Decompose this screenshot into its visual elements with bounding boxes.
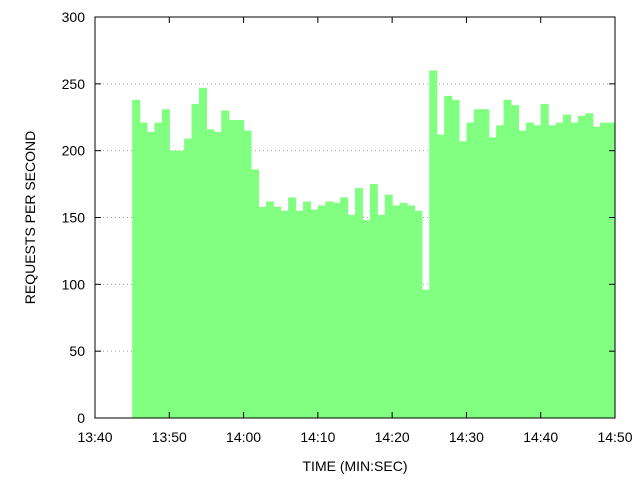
bar [399, 202, 408, 418]
bar [265, 201, 274, 418]
bar [347, 214, 356, 418]
bar [228, 119, 237, 418]
x-tick-label: 13:50 [152, 429, 187, 445]
y-tick-label: 0 [77, 410, 85, 426]
bar [473, 109, 482, 418]
bar [295, 210, 304, 418]
x-axis-title: TIME (MIN:SEC) [303, 458, 408, 474]
bar [503, 99, 512, 418]
y-tick-label: 150 [62, 210, 86, 226]
x-tick-label: 14:30 [449, 429, 484, 445]
bar [377, 214, 386, 418]
bar [414, 210, 423, 418]
bar [325, 201, 334, 418]
x-axis-ticks: 13:40 13:50 14:00 14:10 14:20 14:30 14:40 14:50 [77, 17, 633, 445]
bar [421, 289, 430, 418]
bar [392, 205, 401, 418]
bar [154, 122, 163, 418]
bar [444, 95, 453, 418]
bar [540, 103, 549, 418]
bar [332, 202, 341, 418]
y-tick-label: 200 [62, 143, 86, 159]
y-axis-title: REQUESTS PER SECOND [22, 131, 38, 304]
y-axis-ticks: 0 50 100 150 200 250 300 [62, 9, 615, 426]
bar [496, 125, 505, 419]
bars [132, 70, 616, 419]
bar [169, 150, 178, 418]
bar [384, 194, 393, 418]
bar [488, 137, 497, 419]
bar [251, 169, 260, 418]
bar [206, 129, 215, 418]
bar [161, 109, 170, 418]
bar [236, 119, 245, 418]
x-tick-label: 14:50 [597, 429, 632, 445]
bar [577, 115, 586, 418]
bar [563, 114, 572, 419]
bar [184, 138, 193, 419]
bar [221, 110, 230, 419]
bar [191, 103, 200, 418]
bar [132, 99, 141, 418]
bar [459, 141, 468, 418]
bar [355, 188, 364, 418]
bar [213, 131, 222, 418]
y-tick-label: 250 [62, 76, 86, 92]
bar [555, 122, 564, 418]
bar [481, 109, 490, 418]
bar [592, 126, 601, 419]
bar [362, 220, 371, 418]
bar [258, 206, 267, 418]
bar [176, 150, 185, 418]
y-tick-label: 50 [69, 343, 85, 359]
bar [436, 134, 445, 419]
bar [273, 206, 282, 418]
x-tick-label: 14:40 [523, 429, 558, 445]
y-tick-label: 100 [62, 276, 86, 292]
bar [288, 197, 297, 418]
x-tick-label: 14:20 [375, 429, 410, 445]
bar [407, 205, 416, 418]
bar [525, 122, 534, 418]
bar [451, 99, 460, 418]
bar [511, 105, 520, 418]
y-tick-label: 300 [62, 9, 86, 25]
bar [548, 125, 557, 419]
bar [570, 122, 579, 418]
x-tick-label: 14:00 [226, 429, 261, 445]
bar [317, 205, 326, 418]
bar [199, 87, 208, 419]
bar [303, 201, 312, 418]
x-tick-label: 13:40 [77, 429, 112, 445]
bar [600, 122, 609, 418]
bar [310, 209, 319, 418]
bar [533, 125, 542, 419]
bar [147, 131, 156, 418]
bar [585, 113, 594, 419]
bar [280, 210, 289, 418]
x-tick-label: 14:10 [300, 429, 335, 445]
bar [243, 130, 252, 418]
bar [466, 122, 475, 418]
bar [139, 122, 148, 418]
bar [607, 122, 616, 418]
bar [340, 197, 349, 418]
bar [369, 184, 378, 418]
bar [518, 130, 527, 418]
bar [429, 70, 438, 418]
